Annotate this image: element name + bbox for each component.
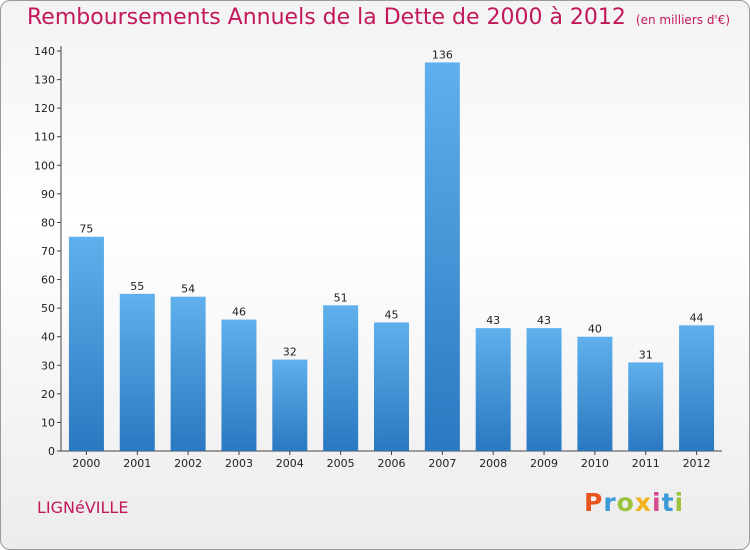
bar[interactable]	[577, 336, 613, 451]
bar-value-label: 45	[385, 308, 399, 321]
bar[interactable]	[628, 362, 664, 451]
x-tick-label: 2000	[72, 457, 100, 470]
bar[interactable]	[374, 322, 409, 451]
bar[interactable]	[170, 296, 206, 451]
x-tick-label: 2012	[683, 457, 711, 470]
logo-letter: i	[652, 488, 662, 517]
chart-axes: 0 10 20 30 40 50 60 70 80 90 100 110 120 130 140 2000 20…	[34, 45, 722, 470]
bar[interactable]	[68, 236, 104, 451]
y-tick-label: 80	[41, 216, 55, 229]
y-tick-label: 100	[34, 159, 55, 172]
y-tick-label: 90	[41, 188, 55, 201]
bar-value-label: 75	[79, 223, 93, 236]
bar-value-label: 44	[690, 311, 704, 324]
chart-bars: 75 55 54 46 32 51 45 136 43 43 40 31 44	[68, 48, 715, 452]
bar[interactable]	[323, 305, 359, 451]
logo-letter: x	[634, 488, 652, 517]
bar-value-label: 40	[588, 323, 602, 336]
x-tick-label: 2005	[327, 457, 355, 470]
y-tick-label: 60	[41, 274, 55, 287]
y-tick-label: 110	[34, 131, 55, 144]
y-tick-label: 40	[41, 331, 55, 344]
logo-letter: o	[616, 488, 635, 517]
y-tick-label: 130	[34, 74, 55, 87]
bar[interactable]	[526, 328, 562, 451]
bar[interactable]	[119, 293, 155, 451]
chart-title-text: Remboursements Annuels de la Dette de 20…	[27, 5, 626, 30]
bar-value-label: 32	[283, 346, 297, 359]
y-tick-label: 50	[41, 302, 55, 315]
bar[interactable]	[221, 319, 257, 451]
y-tick-label: 20	[41, 388, 55, 401]
bar-value-label: 43	[537, 314, 551, 327]
bar-value-label: 43	[486, 314, 500, 327]
proxiti-logo[interactable]: Proxiti	[584, 488, 684, 517]
y-tick-label: 0	[48, 445, 55, 458]
bar-value-label: 51	[334, 291, 348, 304]
bar[interactable]	[272, 359, 308, 451]
x-tick-label: 2006	[378, 457, 406, 470]
y-tick-label: 10	[41, 416, 55, 429]
logo-letter: i	[674, 488, 685, 517]
bar-value-label: 31	[639, 348, 653, 361]
x-tick-label: 2002	[174, 457, 202, 470]
x-tick-label: 2008	[479, 457, 507, 470]
x-tick-label: 2010	[581, 457, 609, 470]
chart-unit: (en milliers d'€)	[635, 13, 731, 27]
y-tick-label: 120	[34, 102, 55, 115]
x-tick-label: 2009	[530, 457, 558, 470]
bar-value-label: 54	[181, 283, 195, 296]
x-tick-label: 2003	[225, 457, 253, 470]
bar-value-label: 46	[232, 306, 246, 319]
chart-title: Remboursements Annuels de la Dette de 20…	[27, 5, 730, 30]
city-name: LIGNéVILLE	[37, 498, 129, 517]
x-tick-label: 2004	[276, 457, 304, 470]
bar[interactable]	[679, 325, 715, 451]
logo-letter: t	[661, 488, 675, 517]
bar[interactable]	[424, 62, 460, 452]
logo-letter: P	[584, 488, 604, 517]
x-tick-label: 2011	[632, 457, 660, 470]
bar-value-label: 55	[130, 280, 144, 293]
logo-letter: r	[603, 488, 617, 517]
bar[interactable]	[475, 328, 511, 451]
bar-value-label: 136	[432, 48, 453, 61]
y-tick-label: 140	[34, 45, 55, 58]
x-tick-label: 2007	[428, 457, 456, 470]
x-tick-label: 2001	[123, 457, 151, 470]
y-tick-label: 70	[41, 245, 55, 258]
y-tick-label: 30	[41, 359, 55, 372]
